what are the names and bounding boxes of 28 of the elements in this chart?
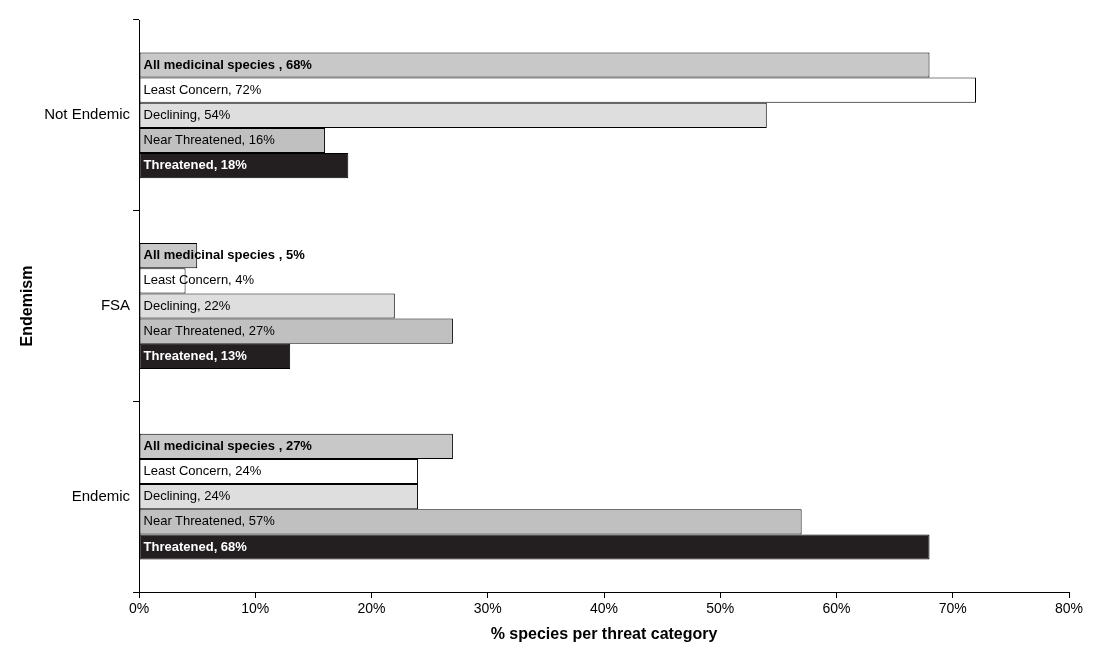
x-tick-label: 80%: [1054, 600, 1084, 617]
x-tick-label: 20%: [357, 600, 386, 617]
x-tick-label: 0%: [128, 600, 150, 617]
data-label: All medicinal species , 68%: [143, 56, 313, 72]
data-label: Threatened, 13%: [143, 347, 248, 363]
data-label: Near Threatened, 16%: [143, 132, 276, 148]
data-label: Declining, 22%: [143, 297, 231, 313]
data-label: Near Threatened, 27%: [143, 322, 276, 338]
data-label: Threatened, 18%: [143, 157, 248, 173]
data-label: Least Concern, 24%: [143, 463, 262, 479]
data-label: Near Threatened, 57%: [143, 513, 276, 529]
data-label: Least Concern, 72%: [143, 81, 262, 97]
x-tick-label: 10%: [241, 600, 270, 617]
x-tick-label: 40%: [590, 600, 619, 617]
data-label: All medicinal species , 27%: [143, 437, 313, 453]
x-tick-label: 60%: [822, 600, 851, 617]
y-axis-title: Endemism: [18, 265, 36, 347]
data-label: Declining, 24%: [143, 488, 231, 504]
x-tick-label: 30%: [473, 600, 502, 617]
data-label: Least Concern, 4%: [143, 272, 255, 288]
y-tick-label: FSA: [100, 296, 131, 314]
data-label: Declining, 54%: [143, 106, 231, 122]
x-axis-title: % species per threat category: [490, 624, 718, 642]
x-tick-label: 50%: [706, 600, 735, 617]
y-tick-label: Endemic: [71, 486, 131, 504]
y-tick-label: Not Endemic: [44, 105, 131, 123]
x-tick-label: 70%: [938, 600, 967, 617]
data-label: Threatened, 68%: [143, 538, 248, 554]
